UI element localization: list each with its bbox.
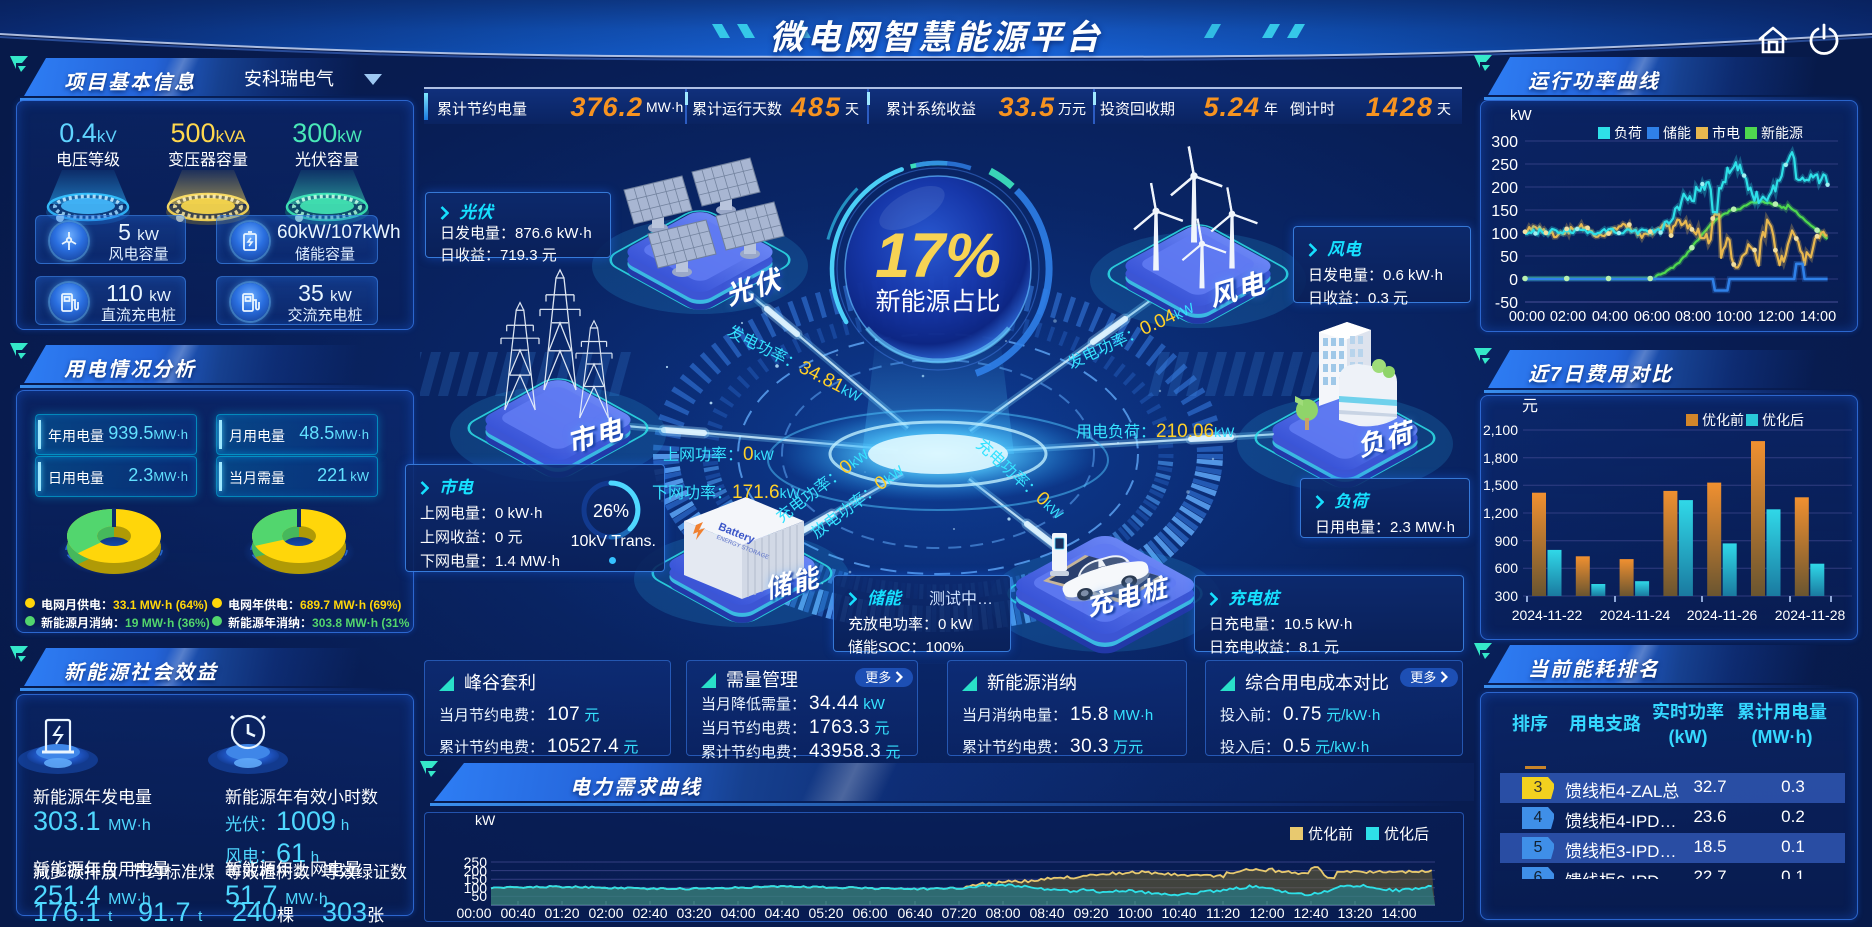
svg-text:03:20: 03:20 [676, 905, 711, 921]
svg-text:200: 200 [1491, 180, 1518, 197]
svg-text:600: 600 [1495, 560, 1519, 576]
svg-text:500kVA: 500kVA [171, 118, 247, 148]
svg-text:优化后: 优化后 [1762, 412, 1804, 428]
svg-text:100: 100 [1491, 226, 1518, 243]
svg-text:新能源: 新能源 [1761, 125, 1803, 141]
svg-text:02:40: 02:40 [632, 905, 667, 921]
svg-text:08:40: 08:40 [1029, 905, 1064, 921]
svg-text:1,800: 1,800 [1483, 450, 1518, 466]
svg-text:光伏容量: 光伏容量 [295, 151, 359, 169]
svg-text:优化后: 优化后 [1384, 826, 1429, 843]
svg-text:00:00: 00:00 [456, 905, 491, 921]
svg-text:0.4kV: 0.4kV [59, 118, 117, 148]
svg-text:150: 150 [1491, 203, 1518, 220]
svg-text:150: 150 [464, 871, 488, 887]
svg-text:0: 0 [1509, 272, 1518, 289]
svg-text:07:20: 07:20 [941, 905, 976, 921]
svg-text:300: 300 [1495, 588, 1519, 604]
svg-text:06:00: 06:00 [852, 905, 887, 921]
svg-text:1,500: 1,500 [1483, 477, 1518, 493]
svg-text:14:00: 14:00 [1800, 309, 1836, 325]
svg-text:-50: -50 [1495, 295, 1518, 312]
svg-text:04:00: 04:00 [1592, 309, 1628, 325]
svg-text:01:20: 01:20 [544, 905, 579, 921]
svg-text:2024-11-22: 2024-11-22 [1512, 607, 1583, 623]
svg-text:新能源占比: 新能源占比 [875, 288, 1000, 316]
svg-text:11:20: 11:20 [1206, 905, 1240, 921]
svg-text:10:40: 10:40 [1161, 905, 1196, 921]
svg-text:200: 200 [464, 863, 488, 879]
svg-text:50: 50 [1500, 249, 1518, 266]
svg-text:2024-11-26: 2024-11-26 [1687, 607, 1758, 623]
svg-text:05:20: 05:20 [808, 905, 843, 921]
svg-text:06:00: 06:00 [1634, 309, 1670, 325]
svg-text:10:00: 10:00 [1716, 309, 1752, 325]
svg-text:kW: kW [475, 813, 496, 828]
svg-text:100: 100 [464, 880, 488, 896]
svg-text:04:00: 04:00 [720, 905, 755, 921]
svg-text:负荷: 负荷 [1614, 125, 1642, 141]
svg-text:08:00: 08:00 [1675, 309, 1711, 325]
svg-text:08:00: 08:00 [985, 905, 1020, 921]
svg-text:09:20: 09:20 [1073, 905, 1108, 921]
svg-text:06:40: 06:40 [897, 905, 932, 921]
svg-text:00:00: 00:00 [1509, 309, 1545, 325]
svg-text:250: 250 [464, 854, 488, 870]
svg-text:2024-11-24: 2024-11-24 [1600, 607, 1671, 623]
svg-text:12:40: 12:40 [1293, 905, 1328, 921]
svg-text:10:00: 10:00 [1117, 905, 1152, 921]
svg-text:17%: 17% [875, 221, 1001, 291]
svg-text:02:00: 02:00 [1550, 309, 1586, 325]
svg-text:300kW: 300kW [292, 118, 362, 148]
svg-text:00:40: 00:40 [500, 905, 535, 921]
svg-text:2,100: 2,100 [1483, 422, 1518, 438]
svg-text:14:00: 14:00 [1381, 905, 1416, 921]
svg-text:1,200: 1,200 [1483, 505, 1518, 521]
svg-text:02:00: 02:00 [588, 905, 623, 921]
svg-text:变压器容量: 变压器容量 [168, 151, 248, 169]
svg-text:250: 250 [1491, 157, 1518, 174]
svg-text:900: 900 [1495, 533, 1519, 549]
svg-text:04:40: 04:40 [764, 905, 799, 921]
svg-text:优化前: 优化前 [1308, 826, 1353, 843]
svg-text:12:00: 12:00 [1758, 309, 1794, 325]
svg-text:12:00: 12:00 [1249, 905, 1284, 921]
svg-text:50: 50 [471, 888, 487, 904]
svg-text:300: 300 [1491, 134, 1518, 151]
svg-text:13:20: 13:20 [1337, 905, 1372, 921]
svg-text:优化前: 优化前 [1702, 412, 1744, 428]
svg-text:电压等级: 电压等级 [56, 151, 120, 169]
svg-text:26%: 26% [593, 501, 629, 521]
svg-text:kW: kW [1510, 107, 1533, 124]
svg-text:2024-11-28: 2024-11-28 [1775, 607, 1846, 623]
svg-text:市电: 市电 [1712, 125, 1740, 141]
svg-text:微电网智慧能源平台: 微电网智慧能源平台 [770, 19, 1103, 57]
svg-text:储能: 储能 [1663, 125, 1691, 141]
svg-text:元: 元 [1522, 398, 1538, 415]
